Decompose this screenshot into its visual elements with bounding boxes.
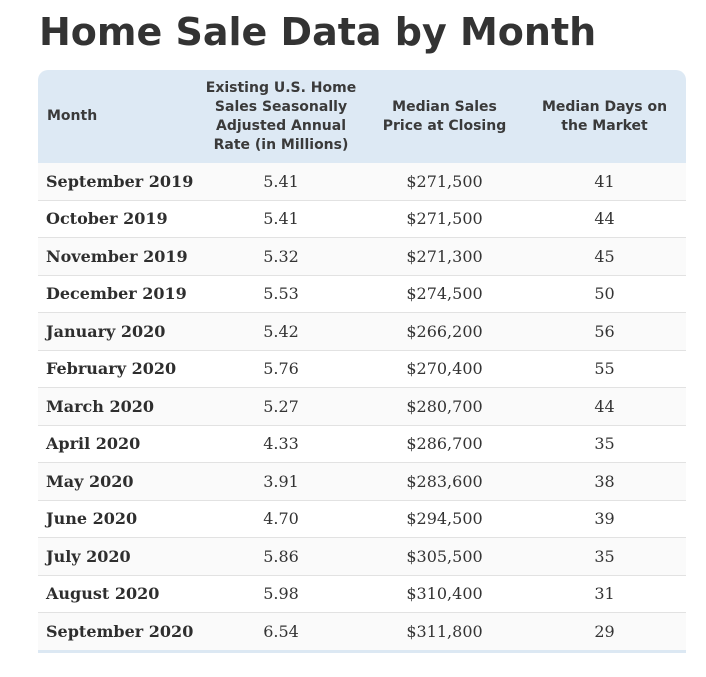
month-cell: December 2019 <box>38 274 196 313</box>
table-row: August 2020 5.98 $310,400 31 <box>38 574 686 613</box>
median-price-column-header: Median Sales Price at Closing <box>366 70 523 163</box>
median-days-cell: 55 <box>523 349 686 388</box>
table-row: March 2020 5.27 $280,700 44 <box>38 387 686 425</box>
sales-rate-cell: 5.98 <box>196 574 366 613</box>
table-row: June 2020 4.70 $294,500 39 <box>38 499 686 538</box>
table-row: November 2019 5.32 $271,300 45 <box>38 237 686 275</box>
median-days-cell: 41 <box>523 163 686 200</box>
month-cell: November 2019 <box>38 237 196 275</box>
median-days-cell: 35 <box>523 424 686 463</box>
sales-rate-cell: 4.70 <box>196 499 366 538</box>
median-price-cell: $280,700 <box>366 387 523 425</box>
sales-rate-cell: 5.41 <box>196 199 366 238</box>
month-cell: March 2020 <box>38 387 196 425</box>
month-cell: February 2020 <box>38 349 196 388</box>
month-cell: September 2019 <box>38 163 196 200</box>
page-title: Home Sale Data by Month <box>39 10 597 54</box>
median-price-cell: $270,400 <box>366 349 523 388</box>
month-cell: September 2020 <box>38 612 196 650</box>
median-price-cell: $271,500 <box>366 199 523 238</box>
month-column-header: Month <box>38 70 196 163</box>
median-price-cell: $283,600 <box>366 462 523 500</box>
median-days-cell: 45 <box>523 237 686 275</box>
month-cell: May 2020 <box>38 462 196 500</box>
median-price-cell: $274,500 <box>366 274 523 313</box>
median-price-cell: $271,500 <box>366 163 523 200</box>
median-days-cell: 39 <box>523 499 686 538</box>
median-price-cell: $294,500 <box>366 499 523 538</box>
median-days-cell: 35 <box>523 537 686 575</box>
table-row: December 2019 5.53 $274,500 50 <box>38 274 686 313</box>
median-days-column-header: Median Days on the Market <box>523 70 686 163</box>
median-days-cell: 44 <box>523 387 686 425</box>
table-row: May 2020 3.91 $283,600 38 <box>38 462 686 500</box>
median-price-cell: $311,800 <box>366 612 523 650</box>
table-row: January 2020 5.42 $266,200 56 <box>38 312 686 350</box>
median-price-cell: $305,500 <box>366 537 523 575</box>
month-cell: October 2019 <box>38 199 196 238</box>
median-days-cell: 50 <box>523 274 686 313</box>
month-cell: June 2020 <box>38 499 196 538</box>
median-price-cell: $310,400 <box>366 574 523 613</box>
table-row: April 2020 4.33 $286,700 35 <box>38 424 686 463</box>
median-days-cell: 31 <box>523 574 686 613</box>
median-price-cell: $271,300 <box>366 237 523 275</box>
table-header: Month Existing U.S. Home Sales Seasonally… <box>38 70 686 163</box>
median-days-cell: 44 <box>523 199 686 238</box>
sales-rate-column-header: Existing U.S. Home Sales Seasonally Adju… <box>196 70 366 163</box>
sales-rate-cell: 5.32 <box>196 237 366 275</box>
table-row: October 2019 5.41 $271,500 44 <box>38 199 686 238</box>
median-price-cell: $266,200 <box>366 312 523 350</box>
median-days-cell: 56 <box>523 312 686 350</box>
sales-rate-cell: 3.91 <box>196 462 366 500</box>
sales-rate-cell: 5.53 <box>196 274 366 313</box>
median-days-cell: 38 <box>523 462 686 500</box>
sales-rate-cell: 4.33 <box>196 424 366 463</box>
header-row: Month Existing U.S. Home Sales Seasonally… <box>38 70 686 163</box>
month-cell: January 2020 <box>38 312 196 350</box>
sales-rate-cell: 5.27 <box>196 387 366 425</box>
month-cell: July 2020 <box>38 537 196 575</box>
median-price-cell: $286,700 <box>366 424 523 463</box>
table-row: September 2019 5.41 $271,500 41 <box>38 163 686 200</box>
table-body: September 2019 5.41 $271,500 41 October 2019… <box>38 163 686 650</box>
median-days-cell: 29 <box>523 612 686 650</box>
table-row: February 2020 5.76 $270,400 55 <box>38 349 686 388</box>
table-row: September 2020 6.54 $311,800 29 <box>38 612 686 650</box>
sales-rate-cell: 5.42 <box>196 312 366 350</box>
table-row: July 2020 5.86 $305,500 35 <box>38 537 686 575</box>
sales-rate-cell: 5.76 <box>196 349 366 388</box>
month-cell: April 2020 <box>38 424 196 463</box>
home-sales-table-container: Month Existing U.S. Home Sales Seasonally… <box>38 70 686 653</box>
home-sales-table: Month Existing U.S. Home Sales Seasonally… <box>38 70 686 650</box>
sales-rate-cell: 6.54 <box>196 612 366 650</box>
month-cell: August 2020 <box>38 574 196 613</box>
sales-rate-cell: 5.41 <box>196 163 366 200</box>
sales-rate-cell: 5.86 <box>196 537 366 575</box>
